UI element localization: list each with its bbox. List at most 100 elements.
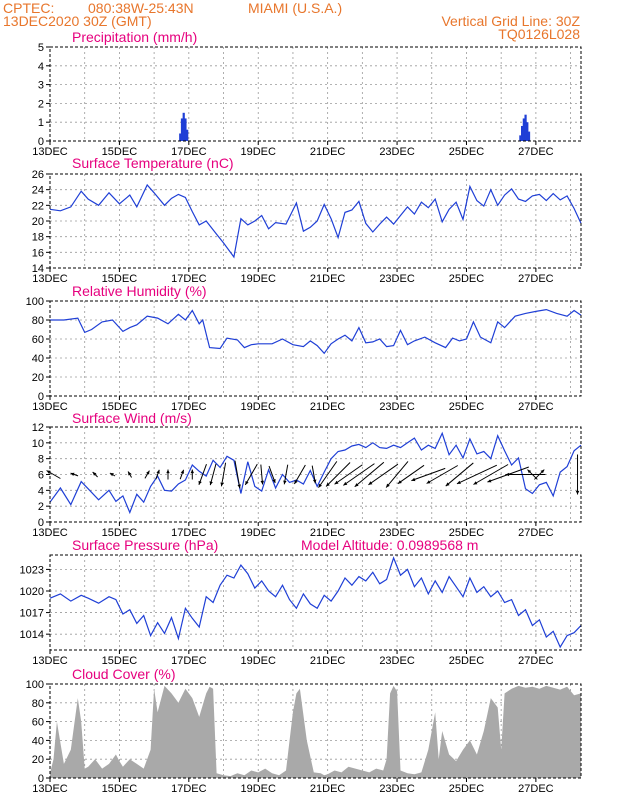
x-tick-label: 17DEC (171, 273, 207, 285)
wind-arrow (293, 464, 306, 485)
wind-arrow-head (220, 482, 224, 487)
wind-arrow (354, 461, 385, 488)
header-coords: 080:38W-25:43N (88, 0, 194, 16)
wind-arrow-shaft (209, 463, 217, 486)
x-tick-label: 19DEC (241, 146, 277, 158)
wind-arrow-head (272, 479, 276, 483)
wind-arrow-head (92, 472, 97, 476)
x-tick-label: 13DEC (32, 527, 68, 539)
y-tick-label: 20 (32, 372, 44, 384)
wind-arrow (179, 469, 185, 480)
wind-frame (49, 426, 582, 523)
wind-arrow-head (575, 490, 580, 495)
y-tick-label: 100 (26, 296, 44, 308)
x-tick-label: 13DEC (32, 401, 68, 413)
precip-bar (526, 122, 529, 141)
pressure-title: Surface Pressure (hPa) (72, 537, 218, 553)
x-tick-label: 19DEC (241, 527, 277, 539)
y-tick-label: 2 (38, 98, 44, 110)
wind-arrow-head (397, 480, 402, 484)
wind-arrow-head (505, 472, 510, 477)
wind-arrow (220, 462, 227, 487)
wind-arrow-head (198, 480, 202, 485)
wind-arrow (343, 463, 375, 486)
wind-arrow-head (294, 480, 298, 484)
y-tick-label: 18 (32, 232, 44, 244)
x-tick-label: 21DEC (310, 655, 346, 667)
wind-arrow-head (156, 469, 160, 474)
wind-arrow-shaft (473, 464, 509, 485)
wind-arrow (397, 464, 425, 485)
precip-bar (182, 112, 185, 141)
x-tick-label: 15DEC (102, 655, 138, 667)
wind-arrow (534, 469, 545, 480)
wind-series-line (49, 431, 582, 515)
x-tick-label: 21DEC (310, 401, 346, 413)
y-tick-label: 20 (32, 216, 44, 228)
x-tick-label: 15DEC (102, 527, 138, 539)
wind-arrow-head (180, 469, 184, 474)
temp-series-line (49, 183, 582, 259)
wind-arrow (209, 463, 217, 486)
wind-arrow-shaft (411, 467, 446, 482)
x-tick-label: 17DEC (171, 146, 207, 158)
x-tick-label: 27DEC (518, 146, 554, 158)
y-tick-label: 22 (32, 200, 44, 212)
wind-arrow-head (166, 469, 170, 474)
x-tick-label: 21DEC (310, 527, 346, 539)
wind-arrow-head (426, 480, 431, 484)
temp-panel: 14 16 18 20 22 24 26 13DEC 15DEC 17DEC 19DEC 21DEC 2… (32, 155, 582, 285)
precip-bar (519, 135, 522, 141)
x-tick-label: 17DEC (171, 783, 207, 795)
cloud-panel: 0 20 40 60 80 100 13DEC 15DEC 17DEC 19DEC 21DEC 23D… (26, 666, 582, 795)
x-tick-label: 25DEC (449, 783, 485, 795)
precip-bar (180, 118, 184, 141)
wind-arrow (144, 470, 150, 479)
wind-arrow (127, 471, 133, 478)
wind-arrow (260, 464, 264, 485)
wind-arrow-shaft (220, 462, 227, 487)
wind-arrow-head (334, 480, 339, 485)
wind-arrow-head (313, 479, 317, 484)
wind-arrow (234, 460, 241, 489)
y-tick-label: 80 (32, 698, 44, 710)
x-tick-label: 19DEC (241, 273, 277, 285)
x-tick-label: 19DEC (241, 401, 277, 413)
y-tick-label: 4 (38, 61, 44, 73)
cloud-frame (49, 683, 582, 779)
wind-arrow-head (411, 477, 416, 482)
x-tick-label: 23DEC (379, 527, 415, 539)
cloud-cover-area (50, 685, 581, 778)
wind-arrow (368, 463, 399, 486)
cloud-title: Cloud Cover (%) (72, 666, 175, 682)
wind-arrow-head (445, 482, 450, 487)
wind-arrow-shaft (325, 462, 351, 487)
y-tick-label: 20 (32, 754, 44, 766)
y-tick-label: 1 (38, 117, 44, 129)
precip-frame (49, 46, 582, 142)
y-tick-label: 24 (32, 185, 44, 197)
header-code: TQ0126L028 (498, 26, 580, 42)
y-tick-label: 8 (38, 454, 44, 466)
wind-arrow-head (386, 483, 390, 488)
humidity-panel: 0 20 40 60 80 100 13DEC 15DEC 17DEC 19DEC 21DEC 23D… (26, 283, 582, 413)
x-tick-label: 25DEC (449, 655, 485, 667)
header-grid-note: Vertical Grid Line: 30Z (441, 13, 580, 29)
wind-arrow (244, 463, 258, 486)
x-tick-label: 15DEC (102, 273, 138, 285)
precip-bar (527, 131, 531, 141)
y-tick-label: 12 (32, 422, 44, 434)
wind-arrow-shaft (234, 460, 241, 489)
wind-arrow (109, 472, 116, 477)
humidity-frame (49, 300, 582, 397)
header-source: CPTEC: (3, 0, 54, 16)
precip-bar (522, 118, 525, 141)
y-tick-label: 3 (38, 80, 44, 92)
y-tick-label: 1014 (20, 629, 44, 641)
temp-title: Surface Temperature (nC) (72, 155, 234, 171)
wind-arrow-head (527, 469, 532, 474)
wind-arrow (385, 461, 409, 488)
wind-arrow-shaft (426, 465, 459, 484)
x-tick-label: 15DEC (102, 401, 138, 413)
